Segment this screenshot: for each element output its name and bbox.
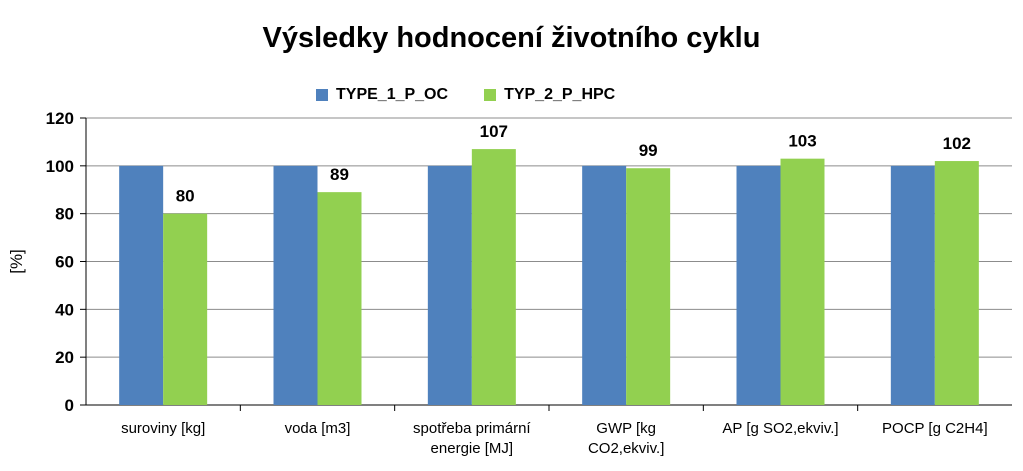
y-tick-label-80: 80 xyxy=(55,205,74,224)
y-tick-label-20: 20 xyxy=(55,348,74,367)
bar-series-1-cat-2 xyxy=(273,165,318,405)
bar-series-1-cat-1 xyxy=(119,165,164,405)
y-axis-label: [%] xyxy=(7,249,26,274)
data-label-series-2-cat-5: 103 xyxy=(788,132,816,151)
data-label-series-2-cat-2: 89 xyxy=(330,165,349,184)
y-tick-label-100: 100 xyxy=(46,157,74,176)
x-tick-label-3-line-2: energie [MJ] xyxy=(431,440,514,457)
x-tick-label-1-line-1: suroviny [kg] xyxy=(121,420,205,437)
x-tick-label-4-line-1: GWP [kg xyxy=(596,420,656,437)
legend-label-series-2: TYP_2_P_HPC xyxy=(504,86,616,103)
legend: TYPE_1_P_OC TYP_2_P_HPC xyxy=(316,83,651,107)
data-label-series-2-cat-1: 80 xyxy=(176,187,195,206)
bar-series-1-cat-6 xyxy=(890,165,935,405)
legend-swatch-series-2 xyxy=(484,89,497,101)
bar-series-2-cat-4 xyxy=(626,168,671,405)
legend-swatch-series-1 xyxy=(316,89,328,101)
legend-label-series-1: TYPE_1_P_OC xyxy=(336,86,449,103)
y-tick-label-60: 60 xyxy=(55,253,74,272)
legend-item-series-2: TYP_2_P_HPC xyxy=(484,86,615,104)
chart-title: Výsledky hodnocení životního cyklu xyxy=(262,22,761,54)
y-tick-label-0: 0 xyxy=(65,396,74,415)
x-tick-label-6-line-1: POCP [g C2H4] xyxy=(882,420,988,437)
data-label-series-2-cat-3: 107 xyxy=(480,122,508,141)
x-tick-label-4-line-2: CO2,ekviv.] xyxy=(588,440,664,457)
x-tick-label-3-line-1: spotřeba primární xyxy=(413,420,531,437)
bar-series-1-cat-5 xyxy=(736,165,781,405)
y-tick-label-120: 120 xyxy=(46,109,74,128)
bar-series-1-cat-3 xyxy=(427,165,472,405)
legend-item-series-1: TYPE_1_P_OC xyxy=(316,86,448,104)
data-label-series-2-cat-4: 99 xyxy=(639,141,658,160)
bar-series-2-cat-6 xyxy=(934,161,979,405)
data-label-series-2-cat-6: 102 xyxy=(943,134,971,153)
bar-series-2-cat-5 xyxy=(780,158,825,405)
bar-series-2-cat-3 xyxy=(471,149,516,405)
bar-series-2-cat-2 xyxy=(317,192,362,405)
x-tick-label-2-line-1: voda [m3] xyxy=(285,420,351,437)
bar-series-2-cat-1 xyxy=(163,213,208,405)
y-tick-label-40: 40 xyxy=(55,300,74,319)
bar-series-1-cat-4 xyxy=(582,165,627,405)
x-tick-label-5-line-1: AP [g SO2,ekviv.] xyxy=(722,420,838,437)
